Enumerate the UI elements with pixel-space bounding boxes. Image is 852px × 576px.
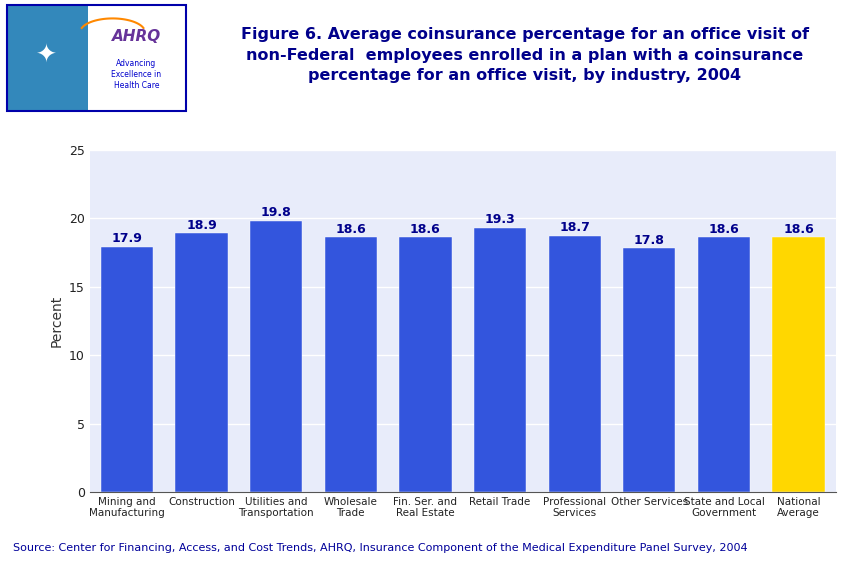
Text: 18.9: 18.9 [186, 219, 216, 232]
Text: AHRQ: AHRQ [112, 29, 161, 44]
Text: 19.8: 19.8 [261, 206, 291, 219]
Bar [7, 5, 186, 111]
Bar [176, 233, 227, 492]
Bar [7, 5, 88, 111]
Text: 18.6: 18.6 [335, 223, 366, 236]
Bar [250, 221, 302, 492]
Bar [325, 237, 377, 492]
Bar [399, 237, 451, 492]
Bar [101, 247, 153, 492]
Text: 18.6: 18.6 [782, 223, 813, 236]
Bar [772, 237, 824, 492]
Text: Figure 6. Average coinsurance percentage for an office visit of
non-Federal  emp: Figure 6. Average coinsurance percentage… [240, 28, 808, 83]
Bar [697, 237, 749, 492]
Text: 18.6: 18.6 [410, 223, 440, 236]
Text: Source: Center for Financing, Access, and Cost Trends, AHRQ, Insurance Component: Source: Center for Financing, Access, an… [13, 543, 746, 553]
Text: Advancing
Excellence in
Health Care: Advancing Excellence in Health Care [112, 59, 161, 90]
Text: 18.7: 18.7 [559, 222, 590, 234]
Bar [88, 5, 186, 111]
Bar [623, 248, 675, 492]
Bar [474, 228, 526, 492]
Bar [548, 236, 600, 492]
Text: 19.3: 19.3 [484, 213, 515, 226]
Text: ✦: ✦ [37, 43, 57, 67]
Text: 18.6: 18.6 [708, 223, 739, 236]
Text: 17.8: 17.8 [633, 234, 664, 247]
Text: 17.9: 17.9 [112, 233, 142, 245]
Y-axis label: Percent: Percent [49, 295, 63, 347]
